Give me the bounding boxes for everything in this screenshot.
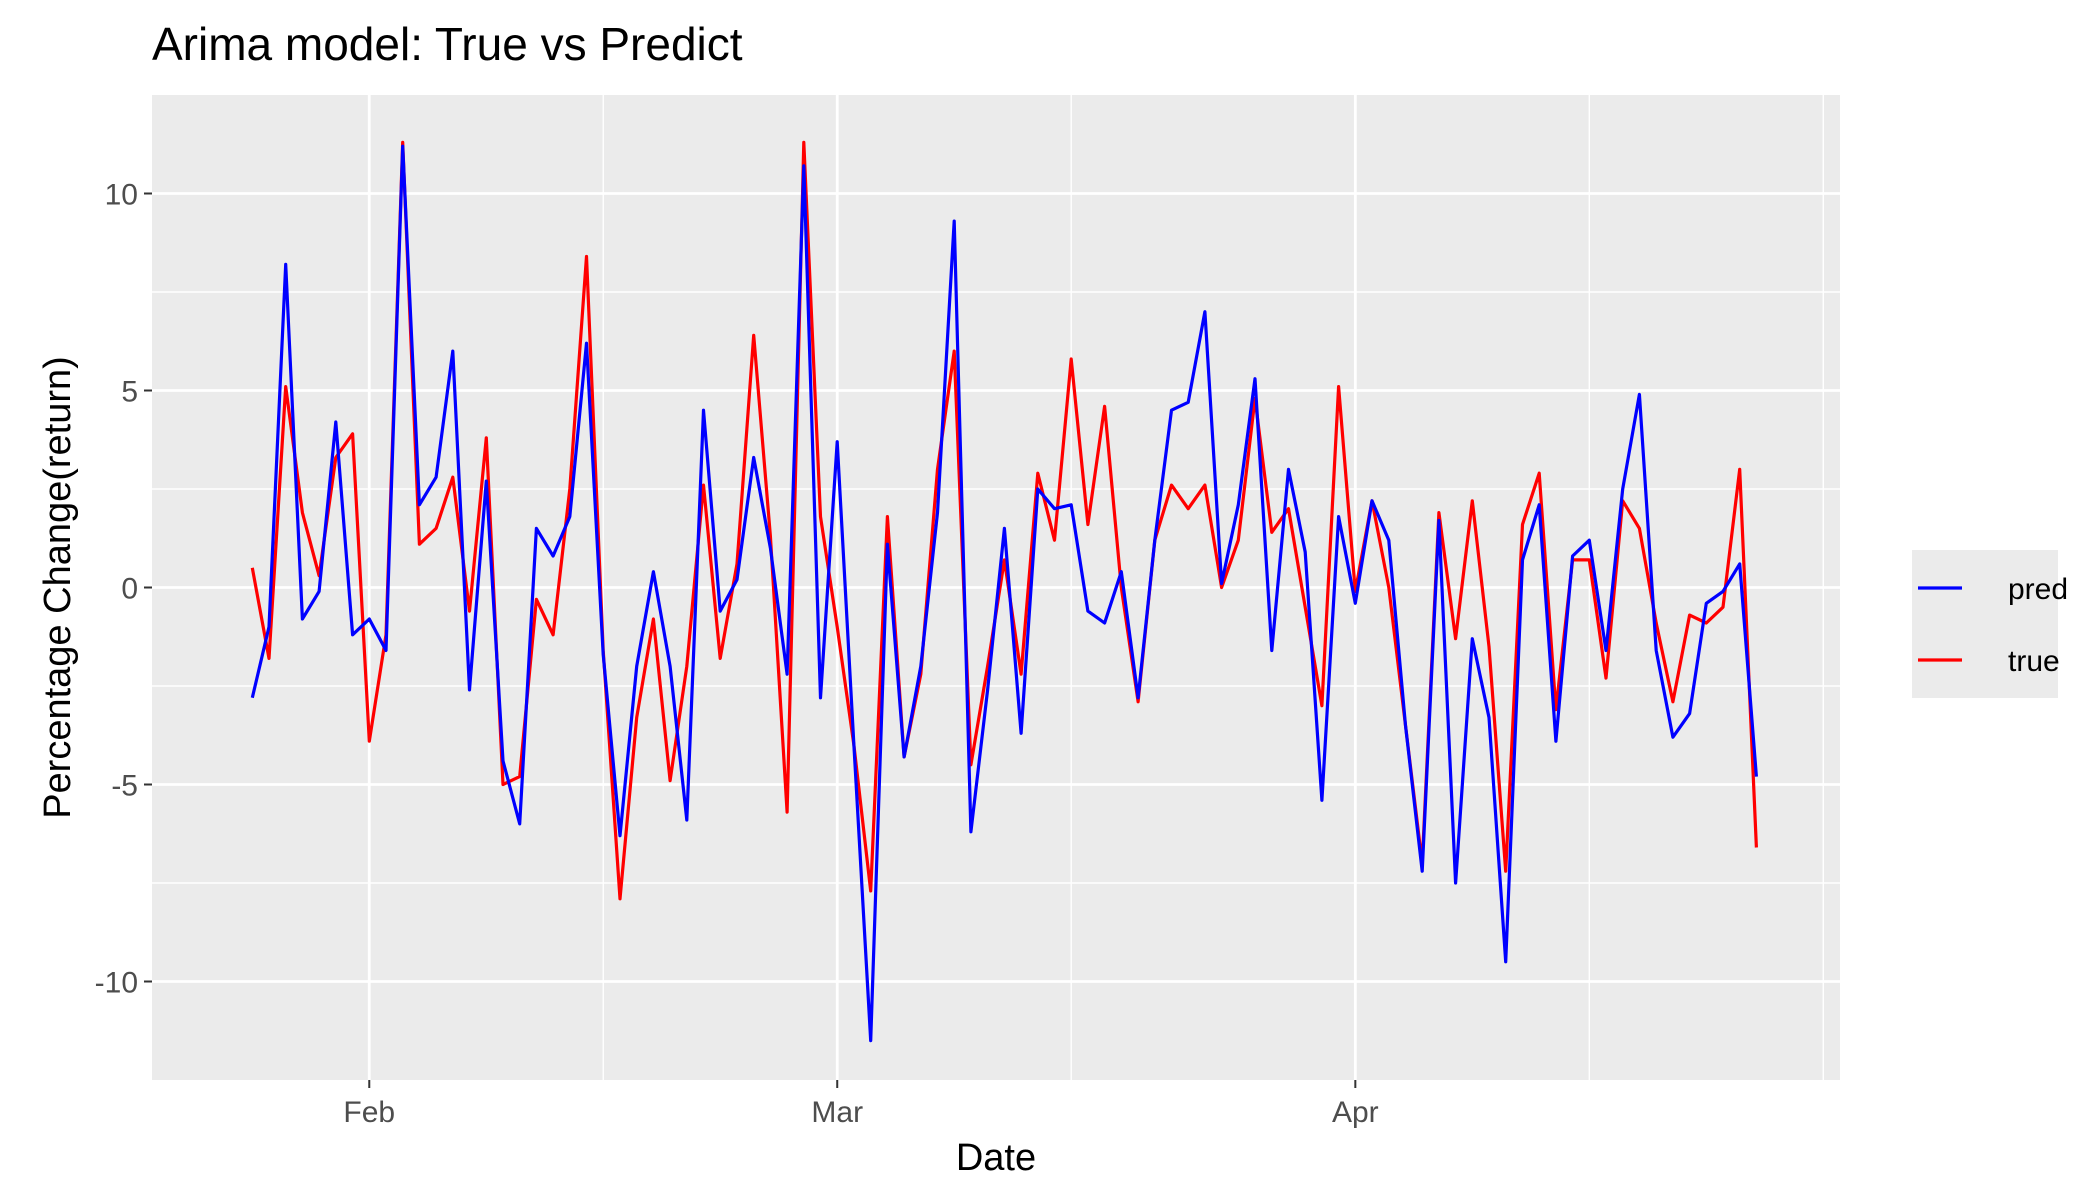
y-tick-label: -10: [95, 967, 138, 1000]
chart-title: Arima model: True vs Predict: [152, 18, 743, 70]
series-line-pred: [250, 144, 1758, 1043]
y-tick-label: 5: [121, 376, 138, 409]
legend-label-true: true: [2008, 645, 2060, 678]
legend-label-pred: pred: [2008, 573, 2068, 606]
x-tick-label: Apr: [1332, 1096, 1379, 1129]
legend-background: [1912, 550, 2058, 698]
x-axis-label: Date: [956, 1137, 1036, 1179]
grid-major: [152, 95, 1840, 1080]
x-tick-label: Mar: [811, 1096, 863, 1129]
y-axis-label: Percentage Change(return): [37, 356, 79, 819]
x-axis: Feb Mar Apr: [343, 1080, 1379, 1129]
y-tick-label: -5: [111, 770, 138, 803]
y-tick-label: 10: [105, 179, 138, 212]
legend: pred true: [1912, 550, 2068, 698]
series-lines: [250, 140, 1758, 1043]
series-line-true: [250, 140, 1758, 901]
y-axis: 10 5 0 -5 -10: [95, 179, 152, 1000]
y-tick-label: 0: [121, 573, 138, 606]
x-tick-label: Feb: [343, 1096, 395, 1129]
